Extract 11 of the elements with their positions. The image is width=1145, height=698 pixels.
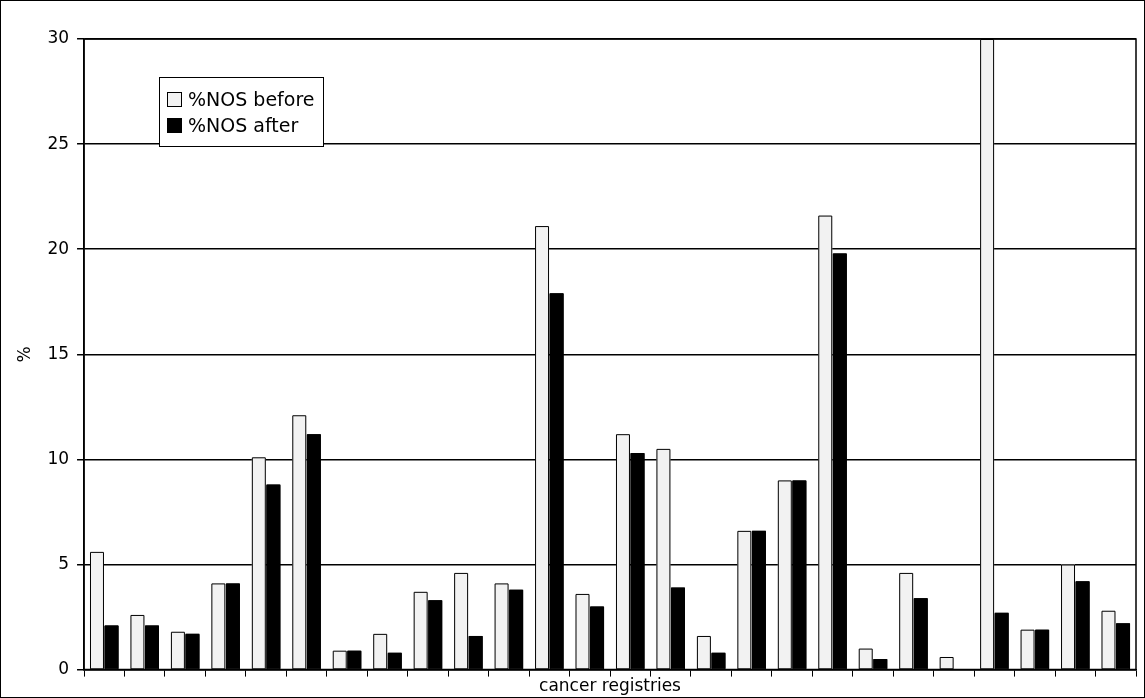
y-tick-label: 0 [58,658,70,679]
y-tick-label: 25 [47,132,70,153]
y-tick-label: 10 [47,447,70,468]
legend-label: %NOS before [188,88,315,110]
y-tick-label: 5 [58,552,70,573]
y-tick-label: 30 [47,27,70,48]
x-axis-title: cancer registries [539,675,682,696]
y-tick-label: 20 [47,237,70,258]
legend-label: %NOS after [188,114,299,136]
y-tick-label: 15 [47,342,70,363]
y-axis-title: % [13,346,34,363]
